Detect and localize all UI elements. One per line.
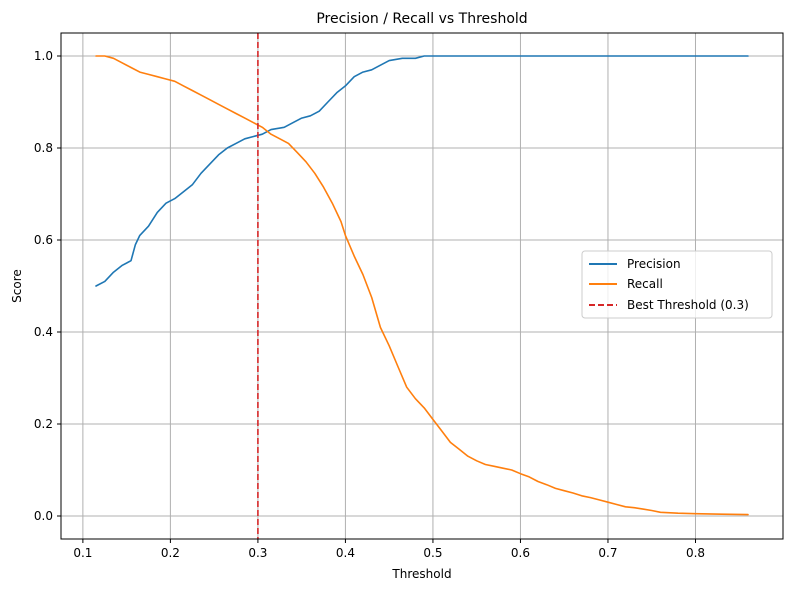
legend: Precision Recall Best Threshold (0.3) (581, 250, 773, 319)
x-axis-ticks: 0.1 0.2 0.3 0.4 0.5 0.6 0.7 0.8 (73, 539, 705, 560)
legend-label-precision: Precision (627, 257, 681, 271)
x-tick-label: 0.8 (686, 546, 705, 560)
y-tick-label: 1.0 (34, 49, 53, 63)
x-tick-label: 0.3 (248, 546, 267, 560)
y-axis-label: Score (10, 269, 24, 303)
x-axis-label: Threshold (391, 567, 451, 581)
y-tick-label: 0.2 (34, 417, 53, 431)
x-tick-label: 0.2 (161, 546, 180, 560)
x-tick-label: 0.7 (598, 546, 617, 560)
chart-title: Precision / Recall vs Threshold (316, 11, 527, 27)
x-tick-label: 0.1 (73, 546, 92, 560)
series-line-recall (95, 55, 749, 516)
x-tick-label: 0.4 (336, 546, 355, 560)
legend-label-recall: Recall (627, 277, 663, 291)
x-tick-label: 0.5 (423, 546, 442, 560)
legend-label-best-threshold: Best Threshold (0.3) (627, 298, 749, 312)
x-tick-label: 0.6 (511, 546, 530, 560)
y-tick-label: 0.6 (34, 233, 53, 247)
plot-area-frame (60, 32, 784, 540)
legend-box (581, 250, 773, 319)
y-axis-ticks: 0.0 0.2 0.4 0.6 0.8 1.0 (34, 49, 61, 523)
series-line-precision (95, 55, 749, 287)
y-tick-label: 0.8 (34, 141, 53, 155)
y-tick-label: 0.4 (34, 325, 53, 339)
y-tick-label: 0.0 (34, 509, 53, 523)
plot-lines (95, 33, 749, 539)
